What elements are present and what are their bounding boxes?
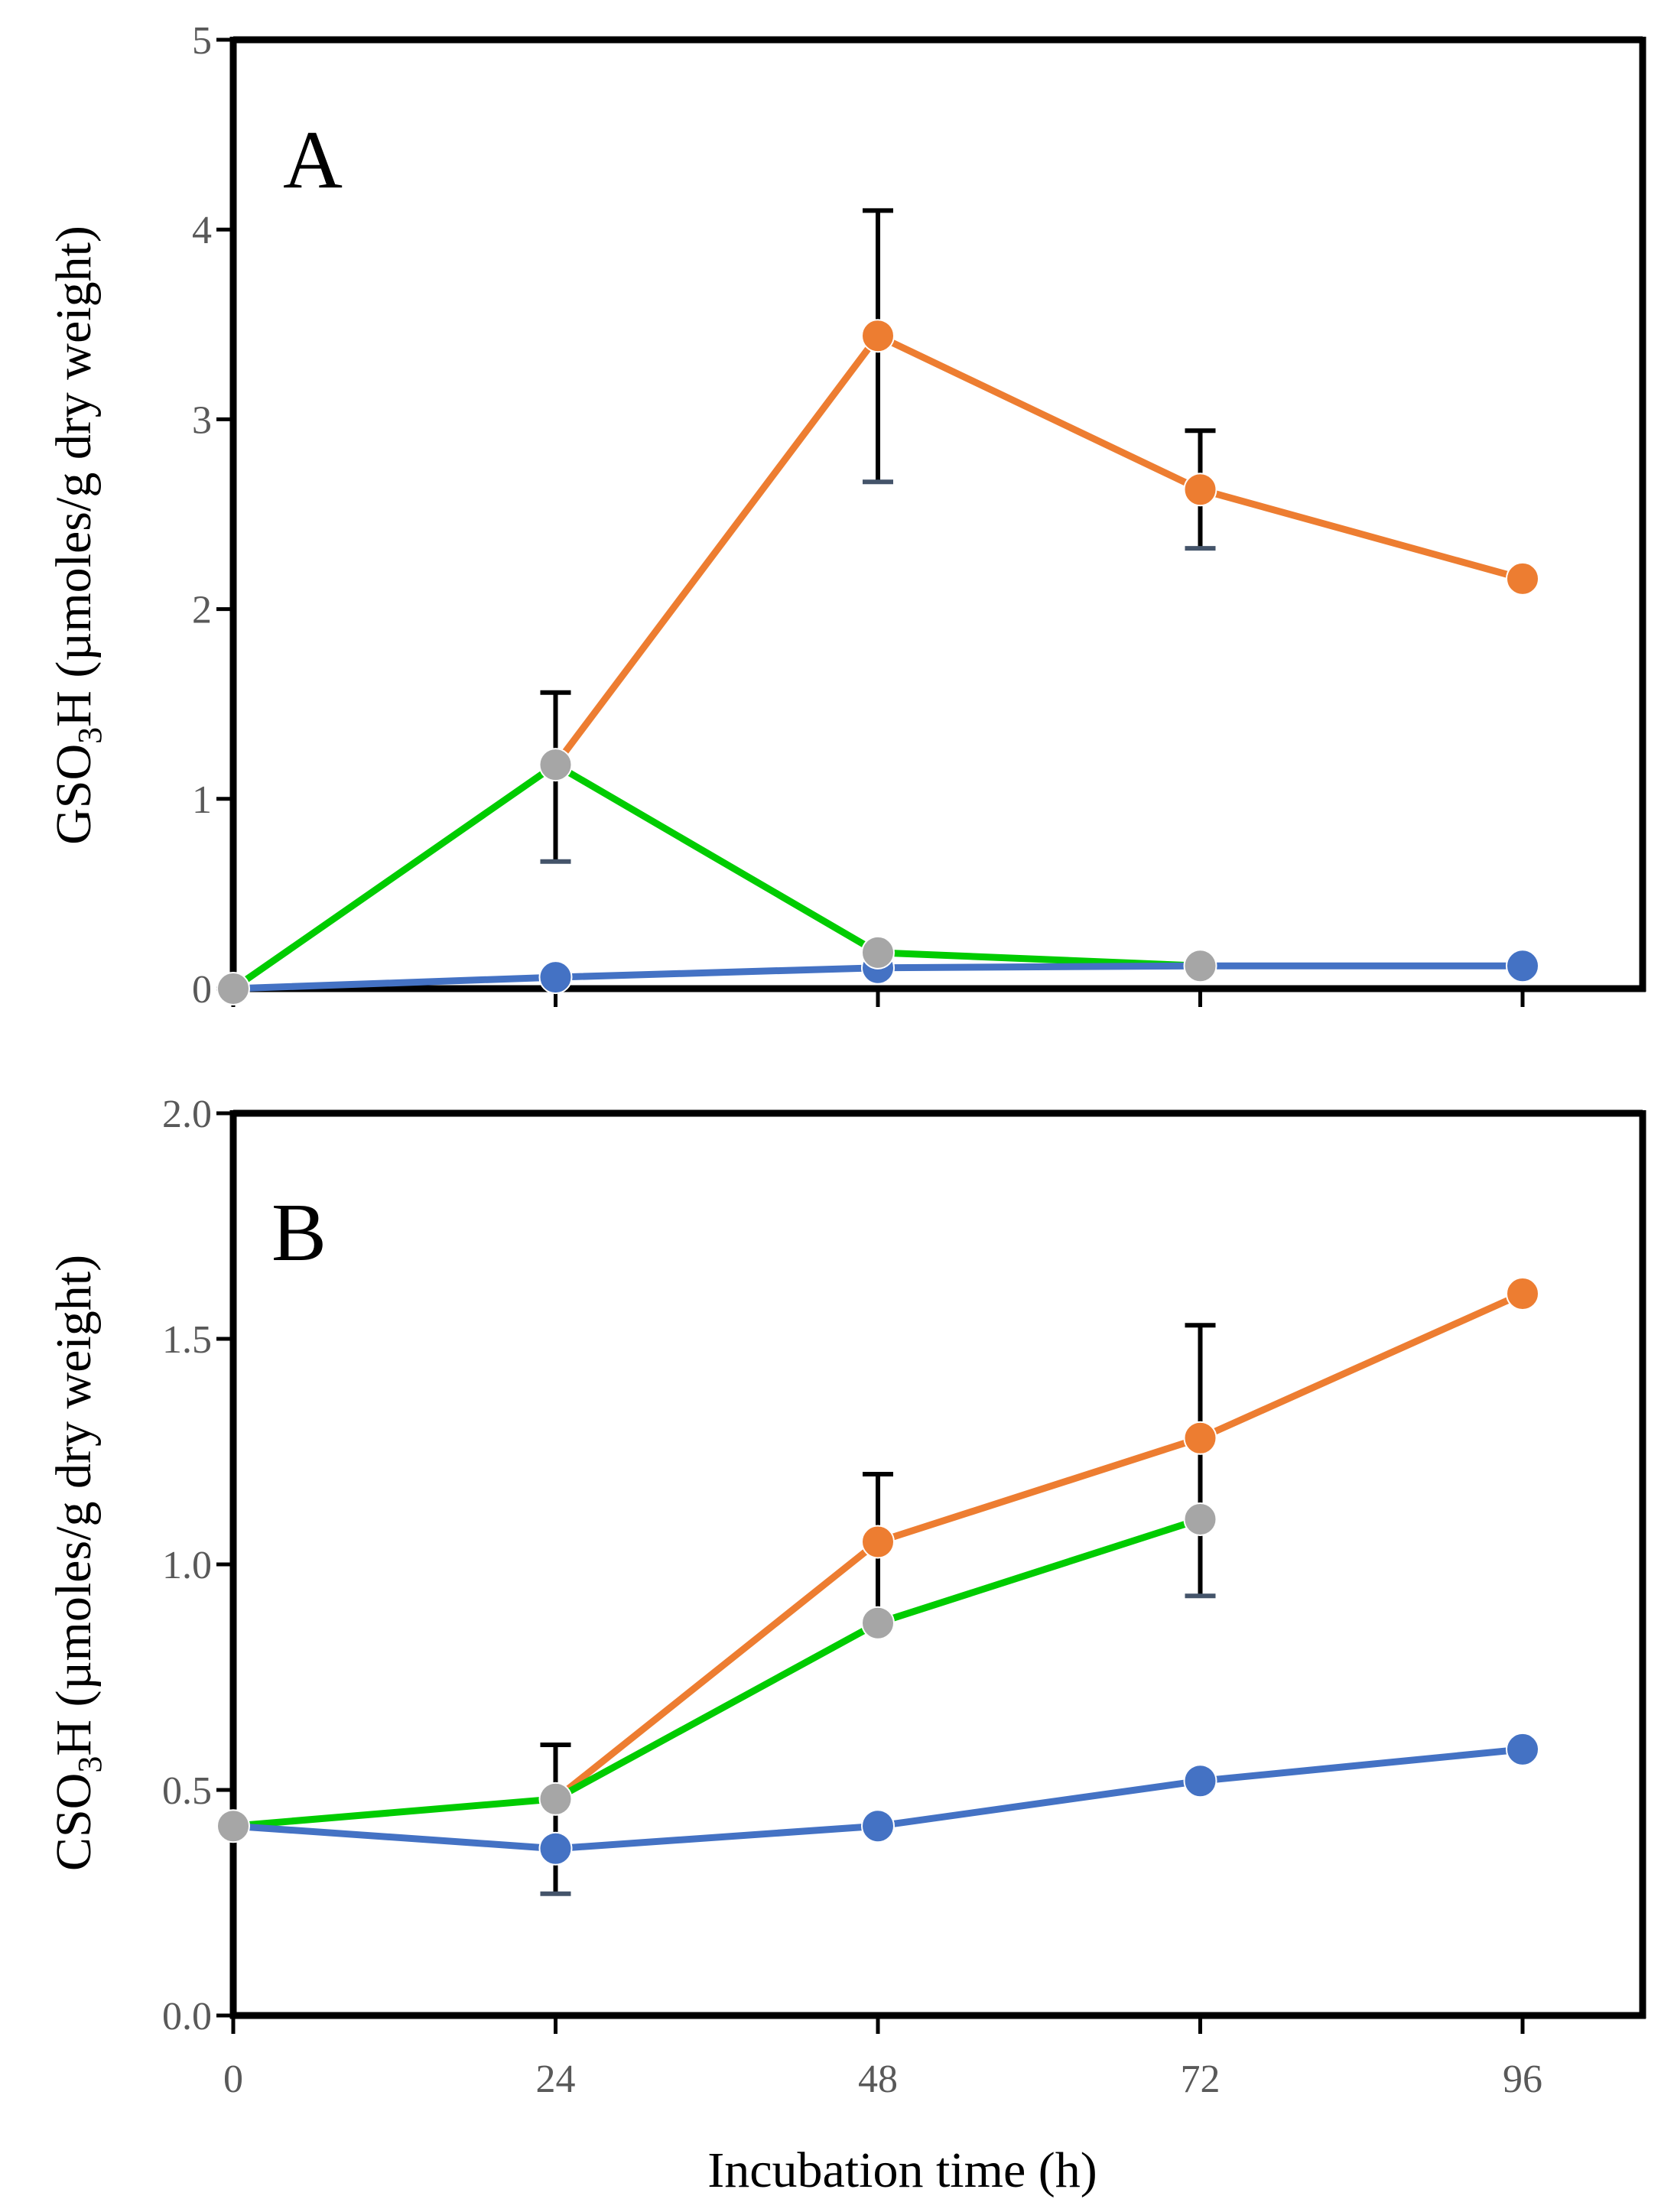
panel-a-data-point [538, 748, 573, 782]
panel-a-series-green-line [229, 761, 1204, 992]
panel-b-error-bar [1185, 1323, 1216, 1599]
panel-a-data-point [538, 960, 573, 995]
panel-a-data-point [1506, 561, 1539, 596]
panel-a-y-tick-label: 5 [192, 19, 212, 63]
panel-a-series-orange-line [552, 332, 1526, 768]
panel-b-data-point [1506, 1277, 1539, 1311]
panel-b-y-axis-title-rest: H (µmoles/g dry weight) [46, 1255, 102, 1756]
panel-a-data-point [216, 972, 250, 1005]
panel-b-y-axis-title: CSO3H (µmoles/g dry weight) [46, 1255, 109, 1871]
x-tick-label: 72 [1181, 2058, 1221, 2101]
x-tick-label: 96 [1503, 2058, 1542, 2101]
panel-b-data-point [1183, 1764, 1217, 1798]
panel-b-y-axis-title-subscript: 3 [71, 1756, 109, 1773]
panel-a-data-point [1183, 473, 1217, 507]
panel-b-y-axis-title-main: CSO [46, 1773, 102, 1871]
panel-a-y-tick-label: 2 [192, 589, 212, 632]
panel-b-data-point [861, 1525, 895, 1559]
panel-b-series-orange-line [552, 1290, 1526, 1803]
x-tick-label: 0 [223, 2058, 243, 2101]
panel-a-data-point [861, 935, 895, 970]
panel-b-y-tick-label: 1.0 [162, 1544, 212, 1587]
panel-b-label: B [271, 1187, 327, 1278]
panel-b-data-point [861, 1606, 895, 1640]
x-tick-label: 48 [858, 2058, 898, 2101]
x-tick-label: 24 [536, 2058, 576, 2101]
panel-b-data-point [538, 1831, 573, 1866]
panel-b-series-green-line [229, 1515, 1204, 1830]
panel-a-data-point [861, 319, 895, 353]
panel-a-y-tick-label: 3 [192, 398, 212, 442]
x-axis-title: Incubation time (h) [707, 2142, 1097, 2198]
panel-b-y-tick-label: 2.0 [162, 1093, 212, 1136]
panel-a-y-axis-title-subscript: 3 [71, 727, 109, 744]
panel-a-y-axis-title-rest: H (µmoles/g dry weight) [46, 226, 102, 727]
panel-a-y-tick-label: 4 [192, 209, 212, 252]
panel-b-data-point [861, 1809, 895, 1843]
panel-b: B CSO3H (µmoles/g dry weight) 0.0 0.5 1.0 1… [46, 1093, 1646, 2101]
panel-a-y-tick-label: 1 [192, 778, 212, 822]
panel-b-error-bar [540, 1743, 571, 1896]
panel-a-label: A [283, 115, 343, 206]
panel-b-y-tick-label: 1.5 [162, 1318, 212, 1362]
panel-a-data-point [1506, 949, 1539, 983]
panel-b-y-tick-label: 0.5 [162, 1769, 212, 1813]
panel-a-data-point [1183, 949, 1217, 983]
panel-a-y-axis-title-main: GSO [46, 744, 102, 845]
panel-b-data-point [1183, 1421, 1217, 1455]
panel-a-y-axis-title: GSO3H (µmoles/g dry weight) [46, 226, 109, 845]
panel-a-y-tick-label: 0 [192, 968, 212, 1012]
panel-b-data-point [216, 1809, 250, 1843]
panel-b-y-tick-label: 0.0 [162, 1995, 212, 2038]
panel-b-data-point [538, 1782, 573, 1816]
panel-b-data-point [1506, 1732, 1539, 1766]
panel-b-data-point [1183, 1502, 1217, 1536]
